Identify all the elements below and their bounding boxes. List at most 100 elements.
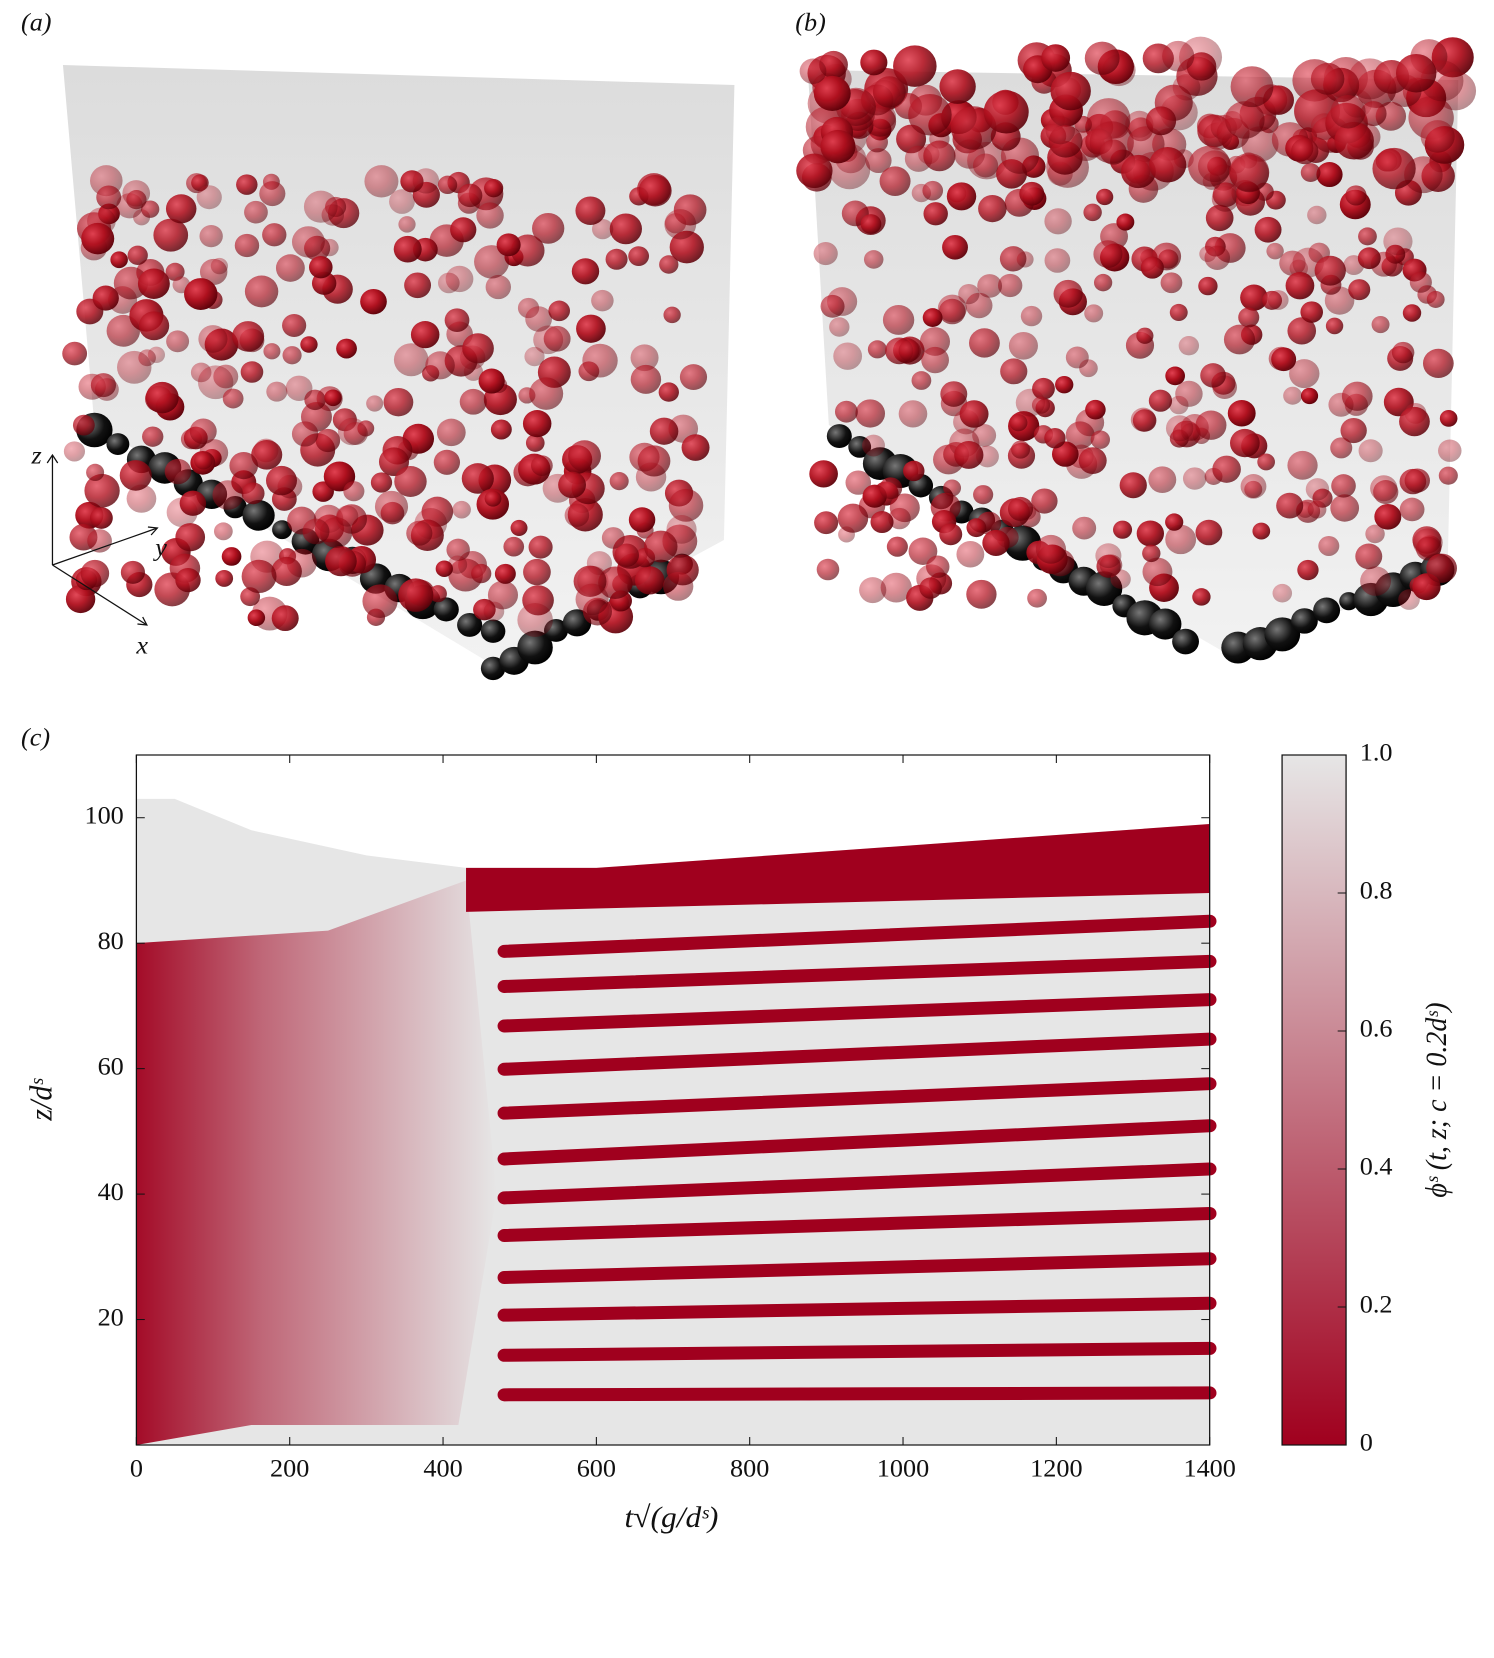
sphere xyxy=(1140,256,1164,279)
sphere xyxy=(523,558,551,586)
sphere xyxy=(1149,147,1187,183)
sphere xyxy=(336,505,359,527)
sphere xyxy=(1093,273,1113,292)
sphere xyxy=(558,471,586,499)
sphere xyxy=(63,441,86,462)
sphere xyxy=(548,300,570,322)
sphere xyxy=(1266,242,1284,260)
sphere xyxy=(1148,466,1177,493)
sphere xyxy=(189,418,217,445)
sphere xyxy=(1287,317,1317,345)
sphere xyxy=(444,308,470,332)
sphere xyxy=(1426,290,1445,308)
sphere xyxy=(510,519,528,537)
sphere xyxy=(809,460,838,488)
sphere xyxy=(1148,608,1182,640)
sphere xyxy=(1055,375,1074,394)
sphere xyxy=(1438,439,1462,462)
sphere xyxy=(630,344,659,372)
sphere xyxy=(142,426,164,447)
sphere xyxy=(110,251,128,269)
sphere xyxy=(1399,406,1430,437)
sphere xyxy=(1044,427,1066,449)
sphere xyxy=(859,577,887,604)
sphere xyxy=(1084,41,1120,75)
sphere xyxy=(956,541,985,568)
sphere xyxy=(84,473,120,508)
sphere xyxy=(141,200,160,218)
sphere xyxy=(490,419,512,440)
sphere xyxy=(568,440,601,472)
sphere xyxy=(503,536,525,557)
panel-label: (c) xyxy=(21,723,50,751)
x-tick-label: 400 xyxy=(423,1454,462,1482)
sphere xyxy=(120,560,145,584)
sphere xyxy=(982,529,1010,556)
sphere xyxy=(1011,440,1031,459)
sphere xyxy=(175,567,201,593)
sphere xyxy=(309,255,333,279)
sphere xyxy=(1271,347,1297,372)
y-tick-label: 20 xyxy=(98,1303,124,1331)
sphere xyxy=(638,174,672,207)
sphere xyxy=(1422,348,1454,379)
sphere xyxy=(644,530,678,563)
sphere xyxy=(1192,588,1211,606)
sphere xyxy=(1398,589,1420,610)
sphere xyxy=(564,503,590,527)
sphere xyxy=(302,518,330,545)
sphere xyxy=(72,414,95,436)
sphere xyxy=(1307,500,1327,519)
sphere xyxy=(628,507,656,533)
sphere xyxy=(325,546,357,577)
stripe xyxy=(497,1207,1217,1242)
sphere xyxy=(1330,94,1366,129)
sphere xyxy=(165,194,197,224)
sphere xyxy=(605,248,628,270)
sphere xyxy=(571,258,600,285)
sphere xyxy=(1399,497,1425,522)
sphere xyxy=(247,609,266,627)
sphere xyxy=(1310,62,1345,95)
sphere xyxy=(476,202,504,229)
sphere xyxy=(528,535,553,559)
colorbar-tick-label: 0.6 xyxy=(1360,1014,1393,1042)
sphere xyxy=(1065,421,1095,449)
sphere xyxy=(244,275,279,308)
x-tick-label: 200 xyxy=(270,1454,309,1482)
stripe xyxy=(497,1252,1217,1285)
sphere xyxy=(946,182,977,211)
render-b xyxy=(796,36,1477,664)
sphere xyxy=(1438,466,1458,485)
sphere xyxy=(1415,536,1441,561)
sphere xyxy=(119,460,152,491)
stripe xyxy=(497,954,1217,993)
sphere xyxy=(175,523,206,552)
sphere xyxy=(1358,227,1377,246)
sphere xyxy=(242,499,275,531)
sphere xyxy=(234,233,260,258)
sphere xyxy=(879,166,911,196)
sphere xyxy=(908,537,938,565)
sphere xyxy=(1341,381,1373,411)
sphere xyxy=(530,455,553,476)
sphere xyxy=(241,559,277,594)
sphere xyxy=(628,246,650,267)
y-tick-label: 100 xyxy=(84,801,123,829)
sphere xyxy=(179,490,207,516)
sphere xyxy=(197,365,234,400)
sphere xyxy=(869,104,897,130)
sphere xyxy=(1195,519,1223,546)
sphere xyxy=(1272,583,1293,603)
sphere xyxy=(1035,534,1067,564)
sphere xyxy=(324,389,342,407)
sphere xyxy=(882,305,915,335)
sphere xyxy=(865,148,892,174)
sphere xyxy=(1182,467,1207,490)
x-tick-label: 1400 xyxy=(1183,1454,1235,1482)
sphere xyxy=(496,233,521,257)
sphere xyxy=(1007,496,1034,521)
sphere xyxy=(575,196,606,226)
sphere xyxy=(1165,524,1197,555)
x-tick-label: 600 xyxy=(577,1454,616,1482)
